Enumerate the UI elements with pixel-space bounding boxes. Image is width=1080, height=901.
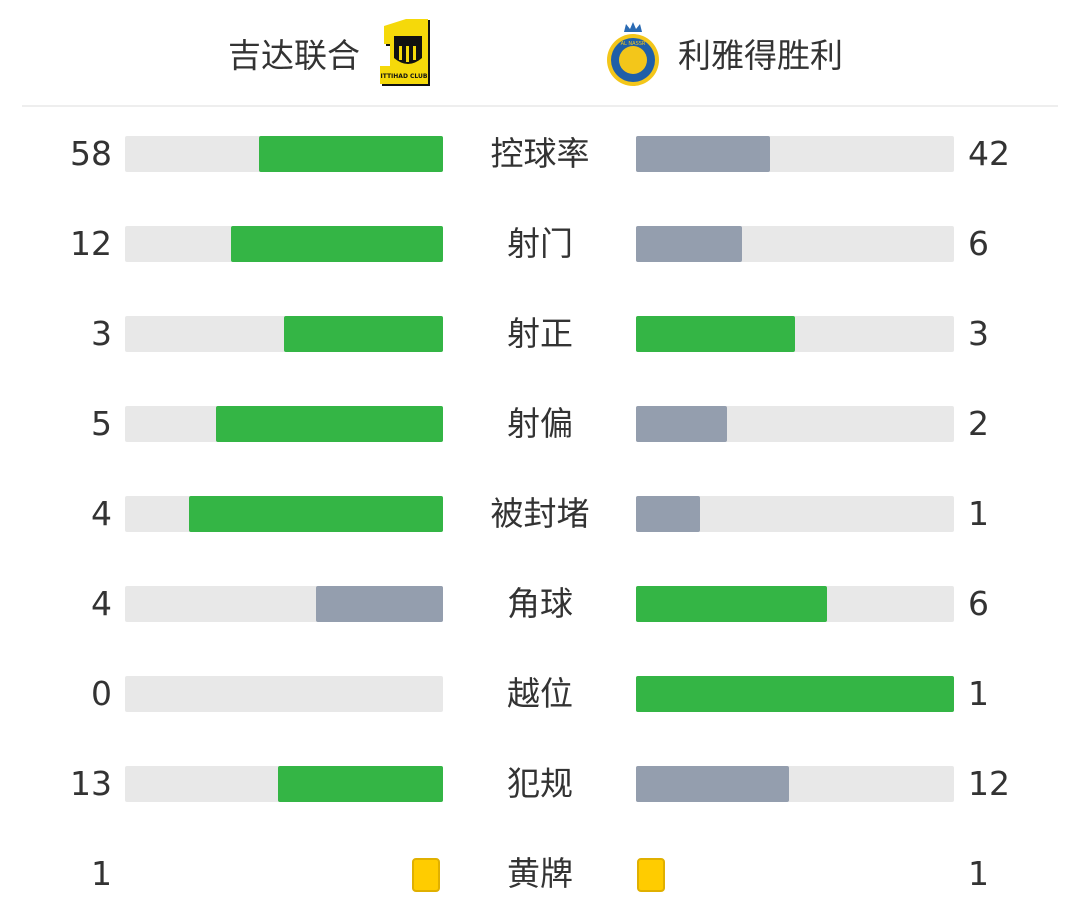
away-team[interactable]: AL NASSR 利雅得胜利 (607, 18, 843, 88)
stat-label: 被封堵 (490, 494, 590, 533)
home-bar-fill (284, 316, 443, 352)
home-team-name: 吉达联合 (228, 36, 360, 75)
home-bar-fill (277, 766, 443, 802)
away-value: 1 (968, 674, 989, 713)
away-bar-track (636, 586, 954, 622)
home-bar-track (125, 496, 443, 532)
away-value: 12 (968, 764, 1010, 803)
home-bar-fill (231, 226, 443, 262)
stat-row: 58 控球率 42 (0, 134, 1080, 173)
away-value: 1 (968, 854, 989, 893)
alnassr-logo-icon: AL NASSR (607, 22, 659, 86)
stat-row: 0 越位 1 (0, 674, 1080, 713)
away-value: 1 (968, 494, 989, 533)
home-value: 4 (91, 494, 112, 533)
away-bar-fill (636, 136, 770, 172)
home-bar-track (125, 136, 443, 172)
stat-row: 3 射正 3 (0, 314, 1080, 353)
stat-row: 4 被封堵 1 (0, 494, 1080, 533)
home-team[interactable]: 吉达联合 ITTIHAD CLUB (228, 18, 440, 88)
home-value: 13 (70, 764, 112, 803)
stat-row: 5 射偏 2 (0, 404, 1080, 443)
home-bar-track (125, 406, 443, 442)
stat-label: 犯规 (507, 764, 573, 803)
away-value: 6 (968, 224, 989, 263)
away-bar-track (636, 226, 954, 262)
home-bar-fill (258, 136, 443, 172)
stat-label: 控球率 (490, 134, 590, 173)
home-value: 0 (91, 674, 112, 713)
ittihad-logo-icon: ITTIHAD CLUB (380, 19, 430, 86)
stat-row: 13 犯规 12 (0, 764, 1080, 803)
home-bar-fill (215, 406, 443, 442)
header-divider (22, 105, 1058, 107)
away-bar-fill (636, 766, 789, 802)
away-value: 42 (968, 134, 1010, 173)
yellow-card-icon (412, 858, 440, 892)
home-value: 58 (70, 134, 112, 173)
away-bar-track (636, 136, 954, 172)
stat-label: 射偏 (507, 404, 573, 443)
away-bar-track (636, 316, 954, 352)
stat-row: 12 射门 6 (0, 224, 1080, 263)
home-value: 4 (91, 584, 112, 623)
home-value: 3 (91, 314, 112, 353)
home-bar-fill (188, 496, 443, 532)
away-bar-fill (636, 316, 795, 352)
stat-label: 黄牌 (507, 854, 573, 893)
home-bar-track (125, 766, 443, 802)
home-bar-track (125, 316, 443, 352)
stat-label: 射门 (507, 224, 573, 263)
home-bar-track (125, 226, 443, 262)
stat-label: 射正 (507, 314, 573, 353)
away-bar-fill (636, 496, 700, 532)
svg-text:AL NASSR: AL NASSR (621, 41, 646, 47)
home-value: 1 (91, 854, 112, 893)
svg-text:ITTIHAD CLUB: ITTIHAD CLUB (381, 73, 428, 80)
yellow-card-icon (637, 858, 665, 892)
away-value: 6 (968, 584, 989, 623)
home-value: 12 (70, 224, 112, 263)
stat-label: 越位 (507, 674, 573, 713)
home-bar-track (125, 586, 443, 622)
stat-label: 角球 (507, 584, 573, 623)
home-bar-track (125, 676, 443, 712)
away-value: 2 (968, 404, 989, 443)
home-bar-fill (315, 586, 443, 622)
away-bar-track (636, 496, 954, 532)
stat-row: 4 角球 6 (0, 584, 1080, 623)
home-value: 5 (91, 404, 112, 443)
away-bar-fill (636, 586, 827, 622)
away-bar-fill (636, 226, 742, 262)
away-bar-fill (636, 676, 954, 712)
away-value: 3 (968, 314, 989, 353)
away-team-name: 利雅得胜利 (678, 36, 843, 75)
away-bar-track (636, 406, 954, 442)
away-bar-fill (636, 406, 727, 442)
stat-row: 1 黄牌 1 (0, 854, 1080, 893)
away-bar-track (636, 766, 954, 802)
away-bar-track (636, 676, 954, 712)
